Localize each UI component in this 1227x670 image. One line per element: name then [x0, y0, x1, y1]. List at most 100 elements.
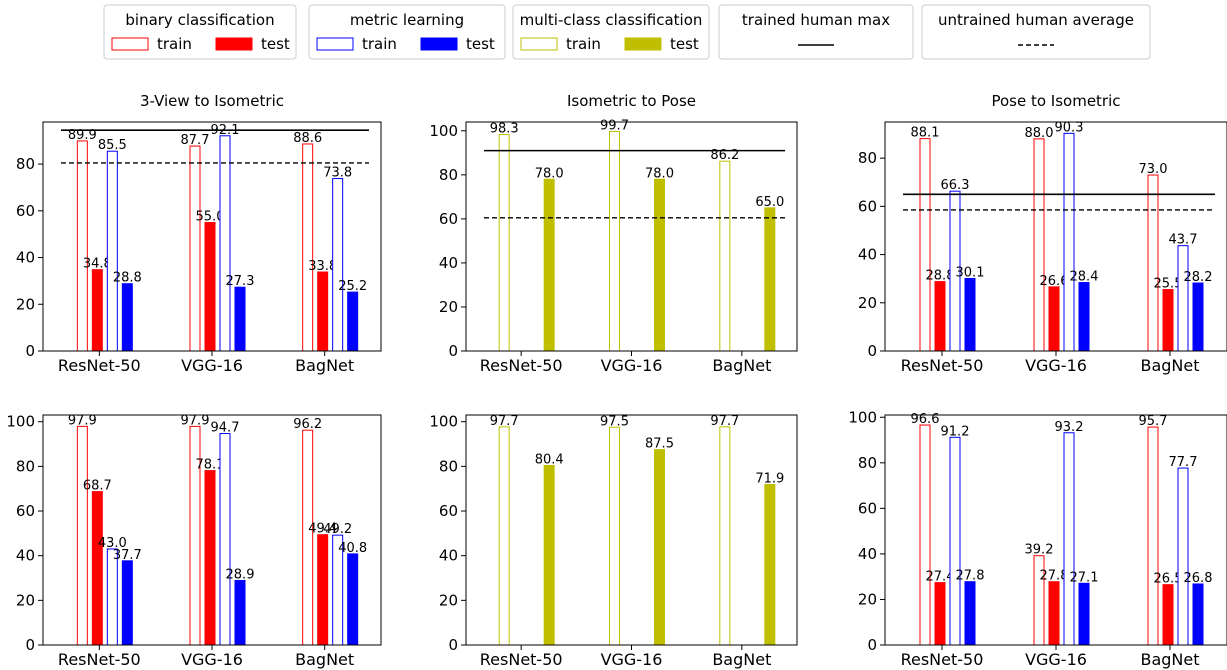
bar	[654, 178, 665, 352]
bar	[234, 286, 246, 352]
bar	[302, 143, 314, 352]
data-label: 97.7	[490, 414, 519, 429]
x-tick-label: BagNet	[295, 650, 354, 669]
data-label: 93.2	[1055, 420, 1084, 435]
data-label: 78.0	[535, 166, 564, 181]
bar	[219, 433, 231, 646]
chart-panel-3: 97.9 97.9 96.2 68.7 78.1 49.4 43.0 94.7 49.2 37.7…	[6, 413, 382, 669]
data-label: 99.7	[600, 118, 629, 133]
data-label: 90.3	[1055, 120, 1084, 135]
bar	[317, 534, 329, 646]
y-tick-label: 80	[439, 457, 458, 475]
chart-title: 3-View to Isometric	[140, 92, 284, 110]
data-label: 97.5	[600, 414, 629, 429]
x-tick-label: VGG-16	[1025, 356, 1087, 375]
data-label: 55.0	[196, 209, 225, 224]
y-tick-label: 100	[848, 408, 877, 426]
data-label: 97.7	[710, 414, 739, 429]
data-label: 73.0	[1139, 162, 1168, 177]
y-tick-label: 60	[858, 499, 877, 517]
bar	[106, 548, 118, 646]
legend-title: metric learning	[350, 11, 464, 29]
bar	[764, 207, 776, 352]
y-tick-label: 40	[858, 246, 877, 264]
bar	[1063, 432, 1075, 646]
bar	[1192, 583, 1204, 646]
x-tick-label: ResNet-50	[58, 356, 141, 375]
data-label: 26.6	[1040, 274, 1069, 289]
legend-title: trained human max	[742, 11, 890, 29]
data-label: 27.4	[926, 570, 955, 585]
bar	[498, 134, 510, 352]
bar	[1162, 584, 1174, 646]
data-label: 26.8	[1184, 571, 1213, 586]
y-tick-label: 80	[16, 155, 35, 173]
legend-group-3: trained human max	[718, 4, 914, 60]
data-label: 95.7	[1139, 414, 1168, 429]
bar	[347, 553, 359, 646]
data-label: 97.9	[181, 413, 210, 428]
chart-panel-0: 3-View to Isometric 89.9 87.7 88.6 34.8 55.0 3…	[16, 92, 382, 375]
x-tick-label: ResNet-50	[58, 650, 141, 669]
data-label: 71.9	[755, 471, 784, 486]
plot-frame	[465, 414, 798, 646]
bar	[121, 560, 133, 646]
legend-label: test	[261, 35, 290, 53]
data-label: 28.9	[226, 567, 255, 582]
y-tick-label: 40	[16, 249, 35, 267]
bar	[204, 470, 216, 646]
data-label: 43.0	[98, 536, 127, 551]
bar	[964, 277, 976, 352]
data-label: 28.4	[1070, 270, 1099, 285]
legend-box	[921, 4, 1151, 60]
bar	[1048, 286, 1060, 352]
bar	[219, 135, 231, 352]
bar	[934, 582, 946, 646]
bar	[1033, 138, 1045, 352]
data-label: 88.6	[293, 131, 322, 146]
chart-panel-2: Pose to Isometric 88.1 88.0 73.0 28.8 26.6 25.…	[858, 92, 1227, 375]
y-tick-label: 60	[16, 502, 35, 520]
data-label: 34.8	[83, 257, 112, 272]
bar	[91, 269, 103, 352]
data-label: 96.6	[911, 412, 940, 427]
chart-title: Pose to Isometric	[991, 92, 1120, 110]
data-label: 26.5	[1154, 572, 1183, 587]
x-tick-label: VGG-16	[181, 356, 243, 375]
legend-swatch-fill	[215, 37, 253, 51]
bar	[543, 178, 555, 352]
legend-swatch-outline	[520, 37, 558, 51]
legend-swatch-outline	[316, 37, 354, 51]
bar	[543, 464, 555, 646]
x-tick-label: BagNet	[1140, 356, 1199, 375]
y-tick-label: 20	[16, 295, 35, 313]
data-label: 91.2	[941, 424, 970, 439]
bar	[764, 483, 776, 646]
bar	[654, 449, 665, 646]
data-label: 98.3	[490, 122, 519, 137]
data-label: 27.3	[226, 274, 255, 289]
data-label: 28.8	[926, 269, 955, 284]
y-tick-label: 60	[439, 502, 458, 520]
bar	[1063, 132, 1075, 352]
legend-title: binary classification	[125, 11, 274, 29]
x-tick-label: VGG-16	[181, 650, 243, 669]
data-label: 85.5	[98, 138, 127, 153]
legend-title: untrained human average	[938, 11, 1134, 29]
data-label: 49.2	[323, 522, 352, 537]
y-tick-label: 20	[439, 298, 458, 316]
data-label: 27.8	[956, 569, 985, 584]
data-label: 97.9	[68, 413, 97, 428]
data-label: 27.1	[1070, 570, 1099, 585]
y-tick-label: 0	[867, 636, 877, 654]
bar	[934, 281, 946, 352]
x-tick-label: ResNet-50	[901, 356, 984, 375]
bar	[1147, 174, 1159, 352]
bar	[719, 160, 731, 352]
bar	[106, 150, 118, 352]
data-label: 33.8	[308, 259, 337, 274]
data-label: 73.8	[323, 166, 352, 181]
data-label: 96.2	[293, 417, 322, 432]
